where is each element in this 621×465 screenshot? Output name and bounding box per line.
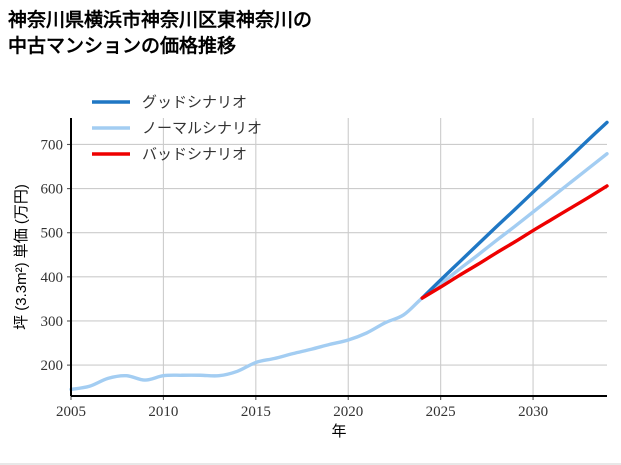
x-tick-label: 2020 <box>333 404 363 420</box>
y-tick-label: 500 <box>41 226 64 242</box>
y-tick-label: 200 <box>41 358 64 374</box>
y-tick-label: 400 <box>41 270 64 286</box>
gridlines <box>71 118 607 396</box>
x-tick-label: 2005 <box>56 404 86 420</box>
x-tick-labels: 2005 2010 2015 2020 2025 2030 <box>56 404 548 420</box>
chart-title: 神奈川県横浜市神奈川区東神奈川の 中古マンションの価格推移 <box>8 10 313 57</box>
y-axis-title: 坪 (3.3m²) 単価 (万円) <box>13 184 30 330</box>
x-axis-title: 年 <box>331 423 346 440</box>
legend-label-2: バッドシナリオ <box>142 147 247 163</box>
x-tick-label: 2030 <box>518 404 548 420</box>
series-lines <box>69 120 609 392</box>
x-tick-label: 2010 <box>148 404 178 420</box>
y-tick-labels: 200 300 400 500 600 700 <box>41 137 64 374</box>
series-line-0 <box>420 120 609 300</box>
x-tick-label: 2015 <box>241 404 271 420</box>
x-tick-label: 2025 <box>426 404 456 420</box>
axis-spines <box>70 118 607 397</box>
legend-label-1: ノーマルシナリオ <box>142 121 262 137</box>
y-tick-label: 300 <box>41 314 64 330</box>
series-line-2 <box>420 184 609 300</box>
legend-label-0: グッドシナリオ <box>142 94 247 111</box>
series-line-1 <box>69 152 609 392</box>
y-tick-label: 700 <box>41 137 64 153</box>
y-tick-label: 600 <box>41 182 64 198</box>
